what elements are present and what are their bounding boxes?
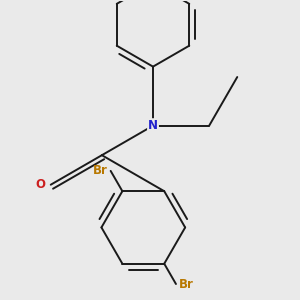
Text: N: N xyxy=(148,119,158,132)
Text: Br: Br xyxy=(179,278,194,290)
Text: Br: Br xyxy=(92,164,107,177)
Text: O: O xyxy=(36,178,46,191)
